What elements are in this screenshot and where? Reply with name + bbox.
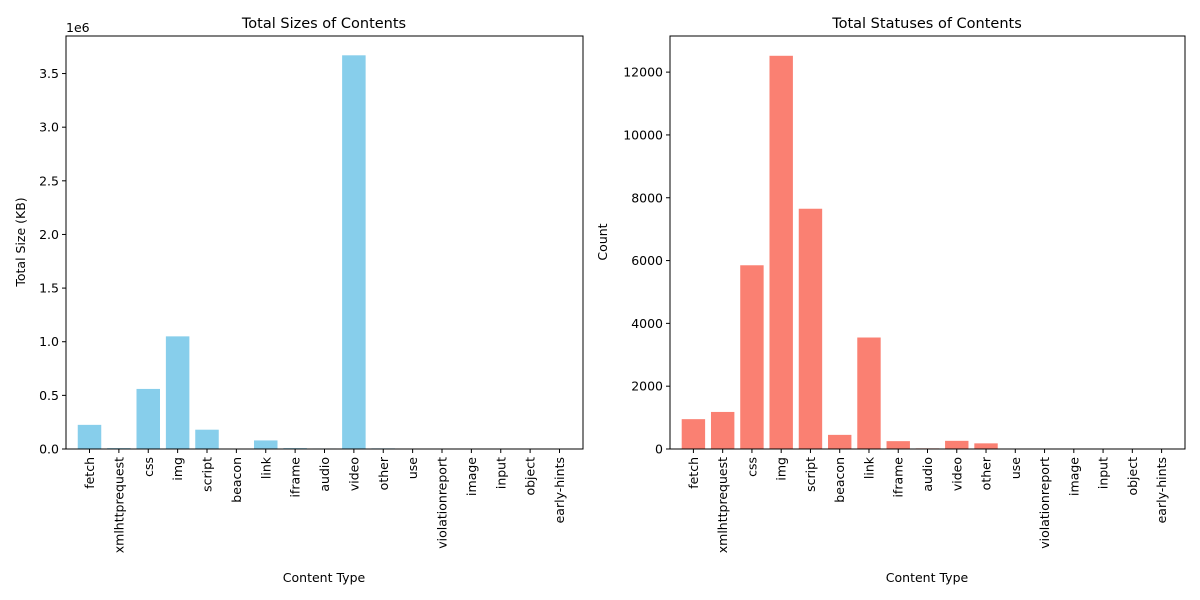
statuses-y-tick-label: 4000 xyxy=(631,316,663,331)
sizes-x-tick-label: beacon xyxy=(229,457,244,503)
statuses-x-ticks: fetch xmlhttprequest css img script beacon lin… xyxy=(686,449,1169,553)
statuses-y-tick-label: 10000 xyxy=(623,127,663,142)
statuses-y-tick-label: 2000 xyxy=(631,379,663,394)
statuses-x-tick-label: video xyxy=(949,457,964,491)
statuses-bar xyxy=(974,443,998,449)
statuses-chart: Total Statuses of Contents 0 2000 4000 6000… xyxy=(595,16,1186,585)
sizes-y-tick-label: 1.0 xyxy=(39,334,59,349)
statuses-x-tick-label: css xyxy=(744,457,759,477)
sizes-x-axis-label: Content Type xyxy=(283,570,366,585)
sizes-axes-frame xyxy=(65,35,584,450)
statuses-bar xyxy=(857,337,881,449)
sizes-x-tick-label: input xyxy=(493,457,508,489)
statuses-x-tick-label: script xyxy=(803,457,818,492)
statuses-bar xyxy=(886,441,910,449)
sizes-chart-title: Total Sizes of Contents xyxy=(241,16,406,32)
statuses-bar xyxy=(681,419,706,449)
statuses-x-tick-label: iframe xyxy=(891,457,906,498)
sizes-bar xyxy=(77,424,102,449)
statuses-y-tick-label: 0 xyxy=(655,442,663,457)
sizes-x-tick-label: script xyxy=(200,457,215,492)
sizes-x-tick-label: other xyxy=(376,456,391,490)
sizes-y-tick-label: 2.0 xyxy=(39,227,59,242)
sizes-x-tick-label: xmlhttprequest xyxy=(111,457,126,553)
sizes-x-tick-label: audio xyxy=(317,457,332,492)
statuses-x-tick-label: object xyxy=(1125,457,1140,496)
sizes-x-ticks: fetch xmlhttprequest css img script beacon lin… xyxy=(82,449,567,553)
sizes-bar xyxy=(254,440,278,449)
sizes-chart: Total Sizes of Contents 1e6 0.0 0.5 1.0 1.5… xyxy=(13,16,584,585)
sizes-y-tick-label: 2.5 xyxy=(39,173,59,188)
statuses-x-tick-label: early-hints xyxy=(1154,457,1169,523)
statuses-y-axis-label: Count xyxy=(595,223,610,260)
sizes-bar xyxy=(195,429,219,449)
sizes-x-tick-label: video xyxy=(346,457,361,491)
statuses-bar xyxy=(945,440,969,449)
statuses-x-axis-label: Content Type xyxy=(886,570,969,585)
statuses-x-tick-label: beacon xyxy=(832,457,847,503)
sizes-x-tick-label: object xyxy=(523,457,538,496)
sizes-y-tick-label: 1.5 xyxy=(39,281,59,296)
statuses-x-tick-label: other xyxy=(979,456,994,490)
statuses-y-tick-label: 12000 xyxy=(623,65,663,80)
sizes-x-tick-label: link xyxy=(258,456,273,479)
sizes-x-tick-label: early-hints xyxy=(552,457,567,523)
sizes-bar xyxy=(342,55,366,450)
sizes-bar xyxy=(136,388,160,449)
statuses-x-tick-label: img xyxy=(774,457,789,481)
sizes-x-tick-label: fetch xyxy=(82,457,97,489)
statuses-bar xyxy=(769,55,793,449)
statuses-bar xyxy=(710,411,735,449)
sizes-x-tick-label: css xyxy=(141,457,156,477)
statuses-y-tick-label: 6000 xyxy=(631,253,663,268)
sizes-y-ticks: 0.0 0.5 1.0 1.5 2.0 2.5 3.0 3.5 xyxy=(39,66,66,457)
sizes-y-tick-label: 0.5 xyxy=(39,388,59,403)
sizes-x-tick-label: img xyxy=(170,457,185,481)
statuses-axes-frame xyxy=(669,35,1186,450)
sizes-y-tick-label: 3.5 xyxy=(39,66,59,81)
sizes-y-axis-label: Total Size (KB) xyxy=(13,197,28,287)
statuses-bar xyxy=(798,208,823,449)
statuses-x-tick-label: link xyxy=(861,456,876,479)
statuses-y-ticks: 0 2000 4000 6000 8000 10000 12000 xyxy=(623,65,670,457)
statuses-x-tick-label: image xyxy=(1066,457,1081,496)
statuses-x-tick-label: use xyxy=(1008,457,1023,479)
statuses-chart-title: Total Statuses of Contents xyxy=(831,16,1022,32)
sizes-x-tick-label: iframe xyxy=(288,457,303,498)
statuses-bars xyxy=(681,55,1174,449)
statuses-x-tick-label: audio xyxy=(920,457,935,492)
sizes-bar xyxy=(165,336,190,449)
statuses-x-tick-label: fetch xyxy=(686,457,701,489)
statuses-x-tick-label: input xyxy=(1096,457,1111,489)
sizes-y-tick-label: 0.0 xyxy=(39,442,59,457)
statuses-bar xyxy=(740,265,764,449)
sizes-offset-label: 1e6 xyxy=(66,20,90,35)
statuses-x-tick-label: violationreport xyxy=(1037,457,1052,549)
sizes-x-tick-label: violationreport xyxy=(435,457,450,549)
sizes-y-tick-label: 3.0 xyxy=(39,120,59,135)
statuses-x-tick-label: xmlhttprequest xyxy=(715,457,730,553)
statuses-y-tick-label: 8000 xyxy=(631,190,663,205)
sizes-x-tick-label: use xyxy=(405,457,420,479)
statuses-bar xyxy=(828,434,852,449)
sizes-x-tick-label: image xyxy=(464,457,479,496)
